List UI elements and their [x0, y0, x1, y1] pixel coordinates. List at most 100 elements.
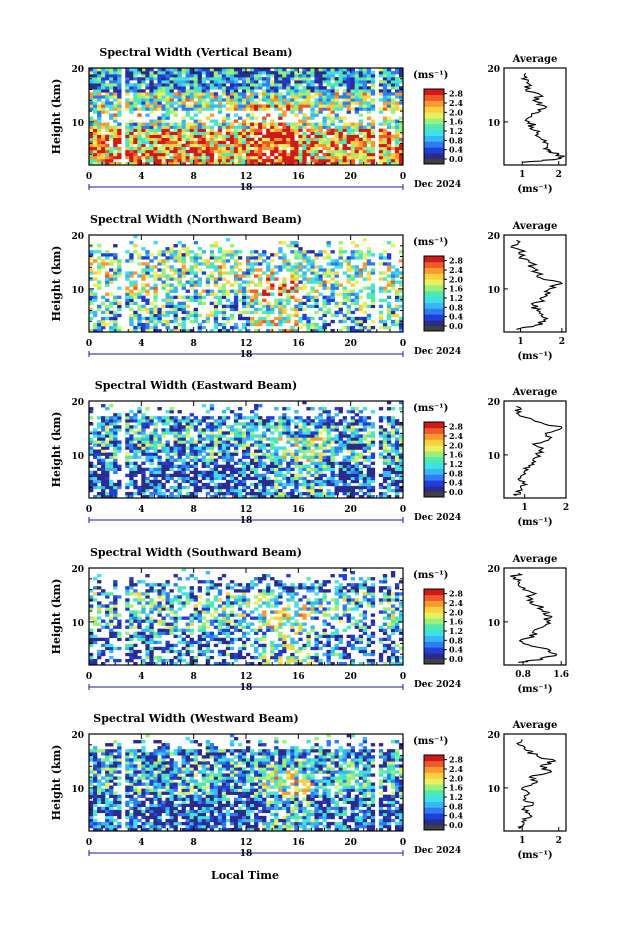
heatmap-cell	[282, 125, 287, 129]
heatmap-cell	[310, 143, 315, 148]
heatmap-cell	[290, 125, 295, 129]
heatmap-cell	[133, 107, 138, 111]
heatmap-cell	[338, 464, 343, 468]
heatmap-cell	[109, 268, 114, 272]
heatmap-cell	[197, 143, 203, 148]
heatmap-cell	[97, 416, 102, 420]
heatmap-cell	[354, 146, 360, 151]
heatmap-cell	[266, 452, 271, 456]
heatmap-cell	[97, 250, 102, 254]
heatmap-cell	[113, 301, 118, 306]
heatmap-cell	[117, 485, 122, 490]
heatmap-cell	[209, 473, 215, 478]
heatmap-cell	[254, 292, 259, 296]
heatmap-cell	[169, 467, 174, 472]
heatmap-cell	[105, 71, 110, 75]
heatmap-cell	[322, 482, 327, 487]
heatmap-cell	[254, 131, 259, 135]
heatmap-cell	[225, 101, 231, 105]
heatmap-cell	[386, 467, 392, 472]
heatmap-cell	[205, 158, 211, 163]
heatmap-cell	[189, 83, 194, 87]
heatmap-cell	[318, 158, 323, 163]
heatmap-cell	[225, 116, 231, 120]
heatmap-cell	[117, 467, 122, 472]
heatmap-cell	[262, 116, 267, 120]
heatmap-cell	[274, 425, 279, 429]
heatmap-cell	[366, 101, 372, 105]
heatmap-cell	[201, 155, 207, 160]
heatmap-cell	[149, 491, 154, 496]
heatmap-cell	[185, 152, 190, 157]
heatmap-cell	[382, 98, 388, 102]
heatmap-cell	[197, 83, 203, 87]
heatmap-cell	[282, 259, 287, 263]
heatmap-cell	[109, 304, 114, 309]
heatmap-cell	[246, 443, 251, 447]
heatmap-cell	[153, 241, 158, 245]
heatmap-cell	[266, 92, 271, 96]
heatmap-cell	[282, 422, 287, 426]
heatmap-cell	[282, 101, 287, 105]
heatmap-cell	[306, 128, 311, 132]
colorbar-swatch	[424, 308, 444, 315]
heatmap-cell	[173, 313, 178, 318]
heatmap-cell	[97, 155, 102, 160]
heatmap-cell	[105, 152, 110, 157]
heatmap-cell	[298, 298, 303, 302]
heatmap-cell	[97, 440, 102, 444]
heatmap-cell	[197, 125, 203, 129]
heatmap-cell	[366, 455, 372, 459]
heatmap-cell	[93, 482, 98, 487]
heatmap-cell	[97, 307, 102, 312]
heatmap-cell	[137, 122, 142, 126]
heatmap-cell	[213, 71, 219, 75]
heatmap-cell	[346, 155, 351, 160]
heatmap-cell	[125, 452, 130, 456]
heatmap-cell	[398, 328, 404, 333]
heatmap-cell	[346, 289, 351, 293]
heatmap-cell	[225, 253, 231, 257]
heatmap-cell	[350, 152, 355, 157]
heatmap-cell	[157, 316, 162, 321]
heatmap-cell	[274, 271, 279, 275]
heatmap-cell	[278, 289, 283, 293]
heatmap-cell	[302, 449, 307, 453]
heatmap-cell	[93, 455, 98, 459]
heatmap-cell	[217, 301, 223, 306]
heatmap-cell	[185, 479, 190, 484]
heatmap-cell	[342, 491, 347, 496]
heatmap-cell	[189, 313, 194, 318]
heatmap-cell	[366, 125, 372, 129]
heatmap-cell	[270, 440, 275, 444]
heatmap-cell	[262, 422, 267, 426]
heatmap-cell	[314, 152, 319, 157]
heatmap-cell	[205, 416, 211, 420]
heatmap-cell	[398, 274, 404, 278]
heatmap-cell	[274, 107, 279, 111]
heatmap-cell	[149, 431, 154, 435]
heatmap-cell	[97, 68, 102, 72]
heatmap-cell	[209, 256, 215, 260]
heatmap-cell	[237, 289, 243, 293]
heatmap-cell	[209, 488, 215, 493]
heatmap-cell	[386, 301, 392, 306]
heatmap-cell	[145, 262, 150, 266]
heatmap-cell	[286, 425, 291, 429]
heatmap-cell	[185, 298, 190, 302]
heatmap-cell	[201, 131, 207, 135]
heatmap-cell	[322, 77, 327, 81]
heatmap-cell	[282, 491, 287, 496]
heatmap-cell	[221, 458, 227, 462]
heatmap-cell	[378, 425, 384, 429]
heatmap-cell	[278, 256, 283, 260]
heatmap-cell	[233, 452, 239, 456]
heatmap-cell	[314, 443, 319, 447]
heatmap-cell	[362, 98, 368, 102]
heatmap-cell	[266, 286, 271, 290]
colorbar-swatch	[424, 261, 444, 268]
heatmap-cell	[185, 428, 190, 432]
heatmap-cell	[129, 125, 134, 129]
heatmap-cell	[117, 101, 122, 105]
heatmap-cell	[270, 92, 275, 96]
